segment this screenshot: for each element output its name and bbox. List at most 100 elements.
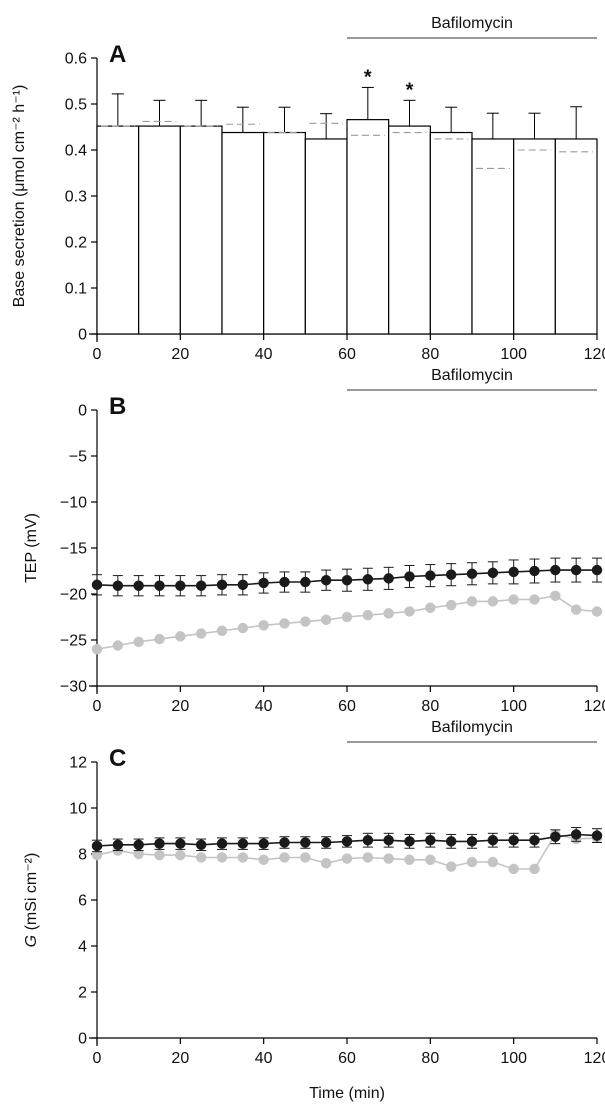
x-tick-label: 60: [338, 1050, 356, 1067]
data-point: [320, 857, 332, 869]
data-point: [362, 852, 374, 863]
bar: [513, 138, 556, 335]
x-axis-label: Time (min): [309, 1085, 385, 1102]
treatment-label: Bafilomycin: [431, 15, 513, 32]
data-point: [466, 856, 478, 868]
x-tick-label: 80: [421, 698, 439, 715]
bar: [96, 125, 140, 335]
data-point: [570, 829, 582, 840]
data-point: [175, 849, 186, 861]
y-tick-label: −25: [60, 633, 87, 650]
data-point: [133, 839, 144, 851]
data-point: [133, 580, 144, 591]
bar: [221, 131, 265, 335]
panel-label: B: [109, 393, 126, 420]
x-tick-label: 100: [500, 1050, 527, 1067]
data-point: [237, 838, 249, 849]
data-point: [508, 834, 519, 846]
data-point: [237, 579, 249, 591]
y-axis-label: Base secretion (μmol cm⁻² h⁻¹): [11, 85, 28, 308]
x-tick-label: 60: [338, 346, 356, 363]
x-tick-label: 20: [171, 346, 189, 363]
data-point: [320, 837, 332, 848]
bar: [388, 125, 431, 335]
data-point: [300, 852, 311, 863]
y-tick-label: −15: [60, 541, 87, 558]
data-point: [300, 837, 311, 848]
bar: [138, 125, 181, 335]
data-point: [362, 574, 374, 585]
data-point: [362, 834, 374, 846]
y-tick-label: −20: [60, 587, 87, 604]
data-point: [508, 863, 519, 875]
data-point: [195, 839, 207, 851]
x-tick-label: 100: [500, 698, 527, 715]
y-tick-label: 0: [78, 403, 87, 420]
data-point: [591, 564, 603, 576]
data-point: [112, 580, 124, 591]
data-point: [279, 618, 290, 629]
data-point: [445, 569, 457, 580]
data-point: [195, 852, 207, 863]
x-tick-label: 20: [171, 1050, 189, 1067]
data-point: [341, 853, 353, 864]
x-tick-label: 120: [584, 346, 605, 363]
data-point: [570, 604, 582, 615]
y-axis-label: G (mSi cm⁻²): [23, 853, 40, 948]
panel-label: C: [109, 745, 126, 772]
y-tick-label: 0.2: [65, 235, 87, 252]
data-point: [258, 854, 269, 865]
data-point: [175, 631, 186, 642]
data-point: [154, 849, 165, 861]
data-point: [91, 840, 103, 852]
bar: [179, 125, 223, 335]
data-point: [175, 580, 186, 591]
significance-star: *: [364, 66, 372, 88]
panel-c: 024681012020406080100120CBafilomycinG (m…: [23, 719, 605, 1067]
data-point: [591, 606, 603, 617]
x-tick-label: 0: [93, 346, 102, 363]
data-point: [195, 628, 207, 639]
y-tick-label: 0.4: [65, 143, 87, 160]
y-tick-label: 0.1: [65, 281, 87, 298]
x-tick-label: 120: [584, 1050, 605, 1067]
data-point: [570, 564, 582, 576]
bar: [346, 119, 390, 335]
y-tick-label: 0.5: [65, 97, 87, 114]
y-tick-label: −30: [60, 679, 87, 696]
data-point: [445, 861, 457, 872]
data-point: [383, 573, 394, 584]
bar: [263, 131, 306, 335]
data-point: [216, 838, 228, 849]
data-point: [320, 614, 332, 626]
data-point: [154, 838, 165, 849]
data-point: [320, 574, 332, 586]
data-point: [550, 590, 561, 602]
data-point: [383, 834, 394, 846]
data-point: [237, 852, 249, 863]
y-axis-label-italic: G: [23, 935, 40, 947]
data-point: [237, 622, 249, 634]
y-tick-label: 0.3: [65, 189, 87, 206]
x-tick-label: 40: [255, 698, 273, 715]
data-point: [487, 856, 499, 868]
treatment-label: Bafilomycin: [431, 367, 513, 384]
series-line: [96, 594, 598, 650]
data-point: [91, 579, 103, 591]
data-point: [508, 594, 519, 605]
x-tick-label: 80: [421, 346, 439, 363]
data-point: [550, 831, 561, 842]
y-tick-label: 4: [78, 939, 87, 956]
y-tick-label: 6: [78, 893, 87, 910]
data-point: [529, 594, 540, 605]
data-point: [466, 836, 478, 847]
data-point: [529, 834, 540, 846]
data-point: [508, 566, 519, 578]
data-point: [279, 837, 290, 848]
data-point: [383, 853, 394, 864]
data-point: [258, 620, 269, 631]
bar: [429, 131, 473, 335]
data-point: [466, 568, 478, 580]
y-tick-label: 12: [69, 755, 87, 772]
x-tick-label: 80: [421, 1050, 439, 1067]
